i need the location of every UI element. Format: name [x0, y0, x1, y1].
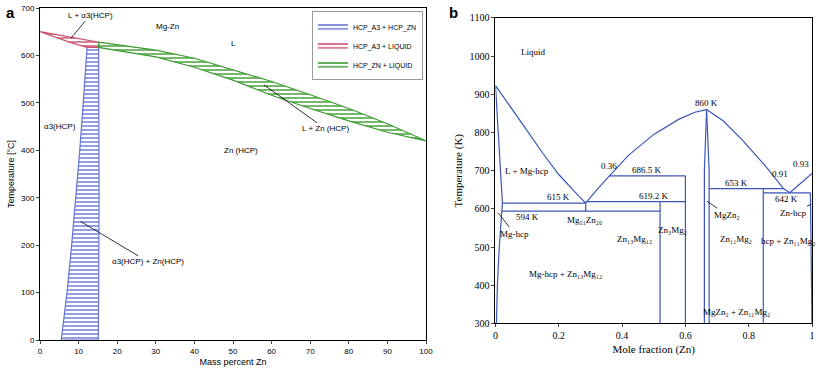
- svg-text:653 K: 653 K: [725, 178, 748, 188]
- svg-text:L + Zn (HCP): L + Zn (HCP): [302, 124, 349, 133]
- svg-text:50: 50: [229, 347, 238, 356]
- svg-text:594 K: 594 K: [516, 212, 539, 222]
- svg-text:30: 30: [151, 347, 160, 356]
- svg-text:615 K: 615 K: [547, 192, 570, 202]
- svg-text:0.2: 0.2: [553, 330, 566, 341]
- svg-text:Mass percent Zn: Mass percent Zn: [199, 357, 266, 367]
- svg-text:Zn-hcp: Zn-hcp: [780, 208, 806, 218]
- svg-text:a: a: [6, 4, 15, 21]
- svg-text:10: 10: [74, 347, 83, 356]
- svg-text:80: 80: [344, 347, 353, 356]
- svg-text:0: 0: [30, 336, 35, 345]
- svg-text:70: 70: [306, 347, 315, 356]
- svg-text:Mg-hcp + Zn₁₃Mg₁₂: Mg-hcp + Zn₁₃Mg₁₂: [529, 269, 602, 279]
- svg-text:700: 700: [21, 4, 35, 13]
- svg-text:500: 500: [474, 242, 489, 253]
- svg-text:Temperature (K): Temperature (K): [452, 134, 465, 208]
- svg-text:0.91: 0.91: [772, 169, 788, 179]
- svg-text:100: 100: [419, 347, 433, 356]
- svg-text:Zn₁₃Mg₁₂: Zn₁₃Mg₁₂: [617, 234, 652, 244]
- svg-text:Temperature [°C]: Temperature [°C]: [6, 140, 16, 208]
- svg-text:Zn (HCP): Zn (HCP): [224, 146, 258, 155]
- svg-text:Mg₅₁Zn₂₀: Mg₅₁Zn₂₀: [567, 215, 602, 225]
- svg-text:Mg-hcp: Mg-hcp: [500, 229, 529, 239]
- svg-text:HCP_A3 + HCP_ZN: HCP_A3 + HCP_ZN: [353, 24, 416, 32]
- svg-text:800: 800: [474, 127, 489, 138]
- svg-text:1: 1: [810, 330, 815, 341]
- svg-text:500: 500: [21, 99, 35, 108]
- svg-text:400: 400: [474, 280, 489, 291]
- svg-text:600: 600: [474, 203, 489, 214]
- svg-text:MgZn₂: MgZn₂: [714, 210, 740, 220]
- svg-text:Mole fraction (Zn): Mole fraction (Zn): [613, 343, 696, 356]
- svg-text:HCP_ZN + LIQUID: HCP_ZN + LIQUID: [353, 62, 412, 70]
- svg-text:20: 20: [113, 347, 122, 356]
- svg-text:Liquid: Liquid: [521, 47, 545, 57]
- svg-text:b: b: [449, 4, 458, 21]
- svg-text:700: 700: [474, 165, 489, 176]
- svg-text:860 K: 860 K: [695, 98, 718, 108]
- svg-text:900: 900: [474, 89, 489, 100]
- svg-text:hcp + Zn₁₁Mg₂: hcp + Zn₁₁Mg₂: [761, 236, 815, 246]
- svg-text:60: 60: [267, 347, 276, 356]
- svg-text:Zn₁₁Mg₂: Zn₁₁Mg₂: [720, 234, 752, 244]
- svg-text:0.8: 0.8: [742, 330, 755, 341]
- svg-text:1000: 1000: [469, 51, 489, 62]
- svg-text:642 K: 642 K: [775, 194, 798, 204]
- svg-text:619.2 K: 619.2 K: [639, 191, 669, 201]
- svg-text:0: 0: [38, 347, 43, 356]
- svg-text:40: 40: [190, 347, 199, 356]
- svg-text:90: 90: [383, 347, 392, 356]
- svg-text:α3(HCP) + Zn(HCP): α3(HCP) + Zn(HCP): [112, 257, 184, 266]
- svg-text:Zn₃Mg₂: Zn₃Mg₂: [658, 225, 687, 235]
- svg-text:686.5 K: 686.5 K: [632, 165, 662, 175]
- svg-text:300: 300: [21, 194, 35, 203]
- svg-text:200: 200: [21, 241, 35, 250]
- svg-text:400: 400: [21, 146, 35, 155]
- svg-text:100: 100: [21, 288, 35, 297]
- svg-text:Mg-Zn: Mg-Zn: [156, 22, 179, 31]
- svg-text:600: 600: [21, 51, 35, 60]
- svg-text:L: L: [231, 39, 236, 48]
- svg-text:0.6: 0.6: [679, 330, 692, 341]
- svg-text:L + α3(HCP): L + α3(HCP): [68, 11, 113, 20]
- svg-text:1100: 1100: [470, 12, 490, 23]
- svg-text:0.36: 0.36: [601, 161, 617, 171]
- svg-text:L + Mg-hcp: L + Mg-hcp: [505, 166, 549, 176]
- svg-text:α3(HCP): α3(HCP): [44, 122, 76, 131]
- svg-text:0.4: 0.4: [616, 330, 629, 341]
- svg-text:300: 300: [474, 318, 489, 329]
- svg-text:0: 0: [493, 330, 498, 341]
- svg-text:0.93: 0.93: [793, 159, 809, 169]
- svg-text:HCP_A3 + LIQUID: HCP_A3 + LIQUID: [353, 43, 412, 51]
- svg-text:MgZn₂ + Zn₁₁Mg₂: MgZn₂ + Zn₁₁Mg₂: [703, 307, 770, 317]
